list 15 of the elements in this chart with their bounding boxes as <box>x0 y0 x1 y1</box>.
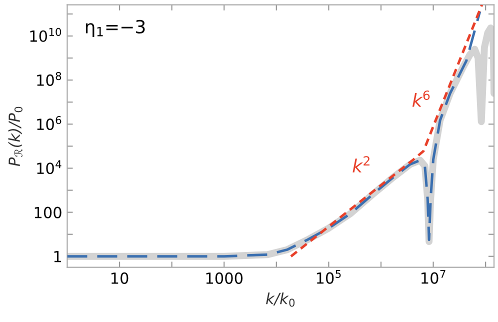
annotation: k$^{6}$ <box>412 90 430 107</box>
x-tick-label: 10$^{5}$ <box>316 270 341 284</box>
y-axis-title: P$_{ℛ}$(k)/P$_{0}$ <box>8 106 23 166</box>
y-tick-label: 10$^{8}$ <box>37 72 62 86</box>
x-tick-label: 10 <box>111 272 128 284</box>
y-tick-label: 10$^{10}$ <box>30 28 62 42</box>
y-tick-label: 10$^{6}$ <box>37 116 62 130</box>
annotation: k$^{2}$ <box>352 156 370 172</box>
y-tick-label: 10$^{4}$ <box>37 160 62 174</box>
x-tick-label: 10$^{7}$ <box>422 270 446 284</box>
y-tick-label: 1 <box>54 251 61 262</box>
x-tick-label: 1000 <box>206 272 243 284</box>
annotation: η$_{1}$=−3 <box>86 20 145 38</box>
y-tick-label: 100 <box>34 206 62 218</box>
x-axis-title: k/k$_{0}$ <box>266 292 295 307</box>
